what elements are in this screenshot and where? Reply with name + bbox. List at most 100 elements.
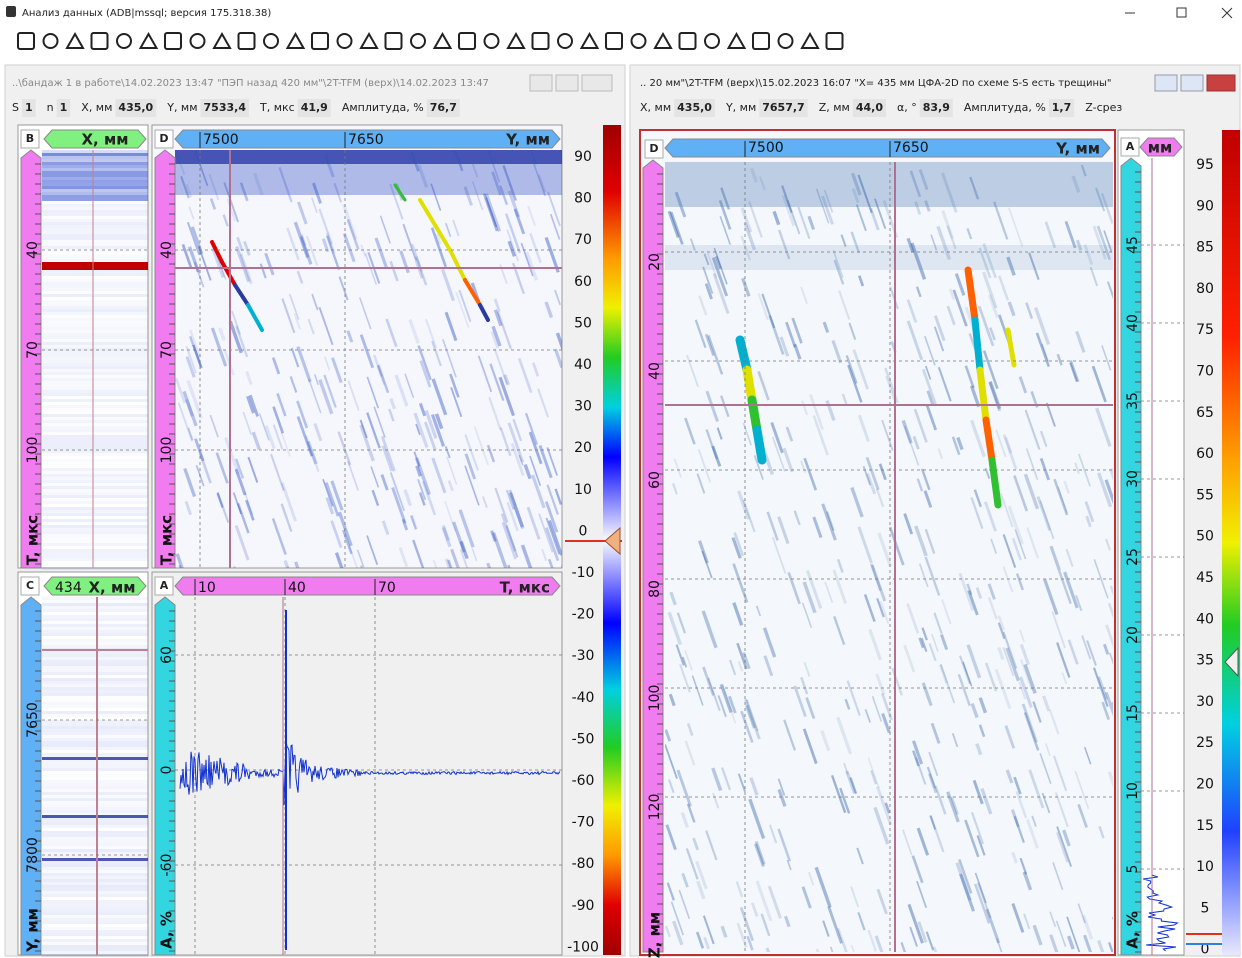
toolbar-button[interactable]: [264, 34, 278, 48]
ruler-tick-label: 120: [647, 794, 663, 821]
b-scan-row: [42, 333, 148, 336]
color-scale: [1222, 130, 1240, 955]
b-scan-row: [42, 465, 148, 468]
toolbar-button[interactable]: [386, 33, 402, 49]
toolbar-button[interactable]: [655, 34, 671, 48]
toolbar-button[interactable]: [338, 34, 352, 48]
b-scan-row: [42, 177, 148, 180]
b-scan-row: [42, 258, 148, 261]
minimize-button[interactable]: [1155, 75, 1177, 91]
c-scan-echo: [42, 757, 148, 760]
close-button[interactable]: [582, 75, 612, 91]
ruler-tick-label: 60: [647, 471, 663, 489]
scale-tick-label: 60: [1196, 446, 1214, 462]
toolbar-button[interactable]: [117, 34, 131, 48]
c-scan-row: [42, 879, 148, 882]
c-scan-row: [42, 723, 148, 726]
toolbar-button[interactable]: [44, 34, 58, 48]
c-scan-row: [42, 846, 148, 849]
toolbar-button[interactable]: [485, 34, 499, 48]
b-scan-row: [42, 159, 148, 162]
right-panel-buttons: [1155, 75, 1235, 91]
ruler-tick-label: 15: [1125, 704, 1141, 722]
toolbar-button[interactable]: [288, 34, 304, 48]
toolbar-button[interactable]: [606, 33, 622, 49]
c-scan-row: [42, 930, 148, 933]
c-scan-row: [42, 855, 148, 858]
toolbar-button[interactable]: [239, 33, 255, 49]
c-scan-row: [42, 795, 148, 798]
toolbar-button[interactable]: [753, 33, 769, 49]
b-scan-row: [42, 525, 148, 528]
b-scan-row: [42, 234, 148, 237]
c-scan-row: [42, 876, 148, 879]
b-scan-row: [42, 417, 148, 420]
b-scan-row: [42, 411, 148, 414]
b-scan-row: [42, 345, 148, 348]
scale-tick-label: -100: [567, 939, 599, 955]
toolbar-button[interactable]: [779, 34, 793, 48]
c-scan-row: [42, 912, 148, 915]
toolbar-button[interactable]: [827, 33, 843, 49]
b-scan-row: [42, 423, 148, 426]
scale-tick-label: 80: [574, 191, 592, 207]
toolbar-button[interactable]: [18, 33, 34, 49]
b-scan-row: [42, 444, 148, 447]
toolbar-button[interactable]: [141, 34, 157, 48]
b-scan-row: [42, 555, 148, 558]
b-scan-row: [42, 252, 148, 255]
c-scan-row: [42, 633, 148, 636]
toolbar-button[interactable]: [459, 33, 475, 49]
toolbar-button[interactable]: [705, 34, 719, 48]
c-scan-row: [42, 825, 148, 828]
toolbar-button[interactable]: [558, 34, 572, 48]
b-scan-row: [42, 405, 148, 408]
b-scan-row: [42, 255, 148, 258]
c-scan-row: [42, 948, 148, 951]
c-scan-row: [42, 627, 148, 630]
toolbar-button[interactable]: [533, 33, 549, 49]
c-scan-row: [42, 897, 148, 900]
maximize-button[interactable]: [556, 75, 578, 91]
b-scan-row: [42, 204, 148, 207]
minimize-button[interactable]: [530, 75, 552, 91]
toolbar-button[interactable]: [680, 33, 696, 49]
toolbar-button[interactable]: [582, 34, 598, 48]
maximize-button[interactable]: [1181, 75, 1203, 91]
b-scan-row: [42, 273, 148, 276]
toolbar-button[interactable]: [191, 34, 205, 48]
b-scan-row: [42, 516, 148, 519]
b-scan-row: [42, 471, 148, 474]
b-scan-row: [42, 486, 148, 489]
c-scan-row: [42, 696, 148, 699]
view-letter: C: [26, 579, 34, 592]
b-scan-row: [42, 552, 148, 555]
scale-tick-label: 90: [1196, 198, 1214, 214]
toolbar-button[interactable]: [729, 34, 745, 48]
b-scan-row: [42, 222, 148, 225]
toolbar-button[interactable]: [92, 33, 108, 49]
toolbar-button[interactable]: [361, 34, 377, 48]
scale-tick-label: 75: [1196, 322, 1214, 338]
b-scan-row: [42, 240, 148, 243]
c-scan-row: [42, 639, 148, 642]
toolbar-button[interactable]: [802, 34, 818, 48]
b-scan-row: [42, 519, 148, 522]
toolbar-button[interactable]: [312, 33, 328, 49]
c-scan-row: [42, 753, 148, 756]
c-scan-row: [42, 693, 148, 696]
toolbar-button[interactable]: [632, 34, 646, 48]
c-scan-row: [42, 681, 148, 684]
toolbar-button[interactable]: [411, 34, 425, 48]
c-scan-row: [42, 852, 148, 855]
close-button[interactable]: [1207, 75, 1235, 91]
toolbar-button[interactable]: [508, 34, 524, 48]
c-scan-row: [42, 621, 148, 624]
toolbar-button[interactable]: [165, 33, 181, 49]
c-scan-row: [42, 609, 148, 612]
b-scan-row: [42, 318, 148, 321]
toolbar-button[interactable]: [67, 34, 83, 48]
toolbar-button[interactable]: [214, 34, 230, 48]
toolbar-button[interactable]: [435, 34, 451, 48]
scale-tick-label: 95: [1196, 157, 1214, 173]
